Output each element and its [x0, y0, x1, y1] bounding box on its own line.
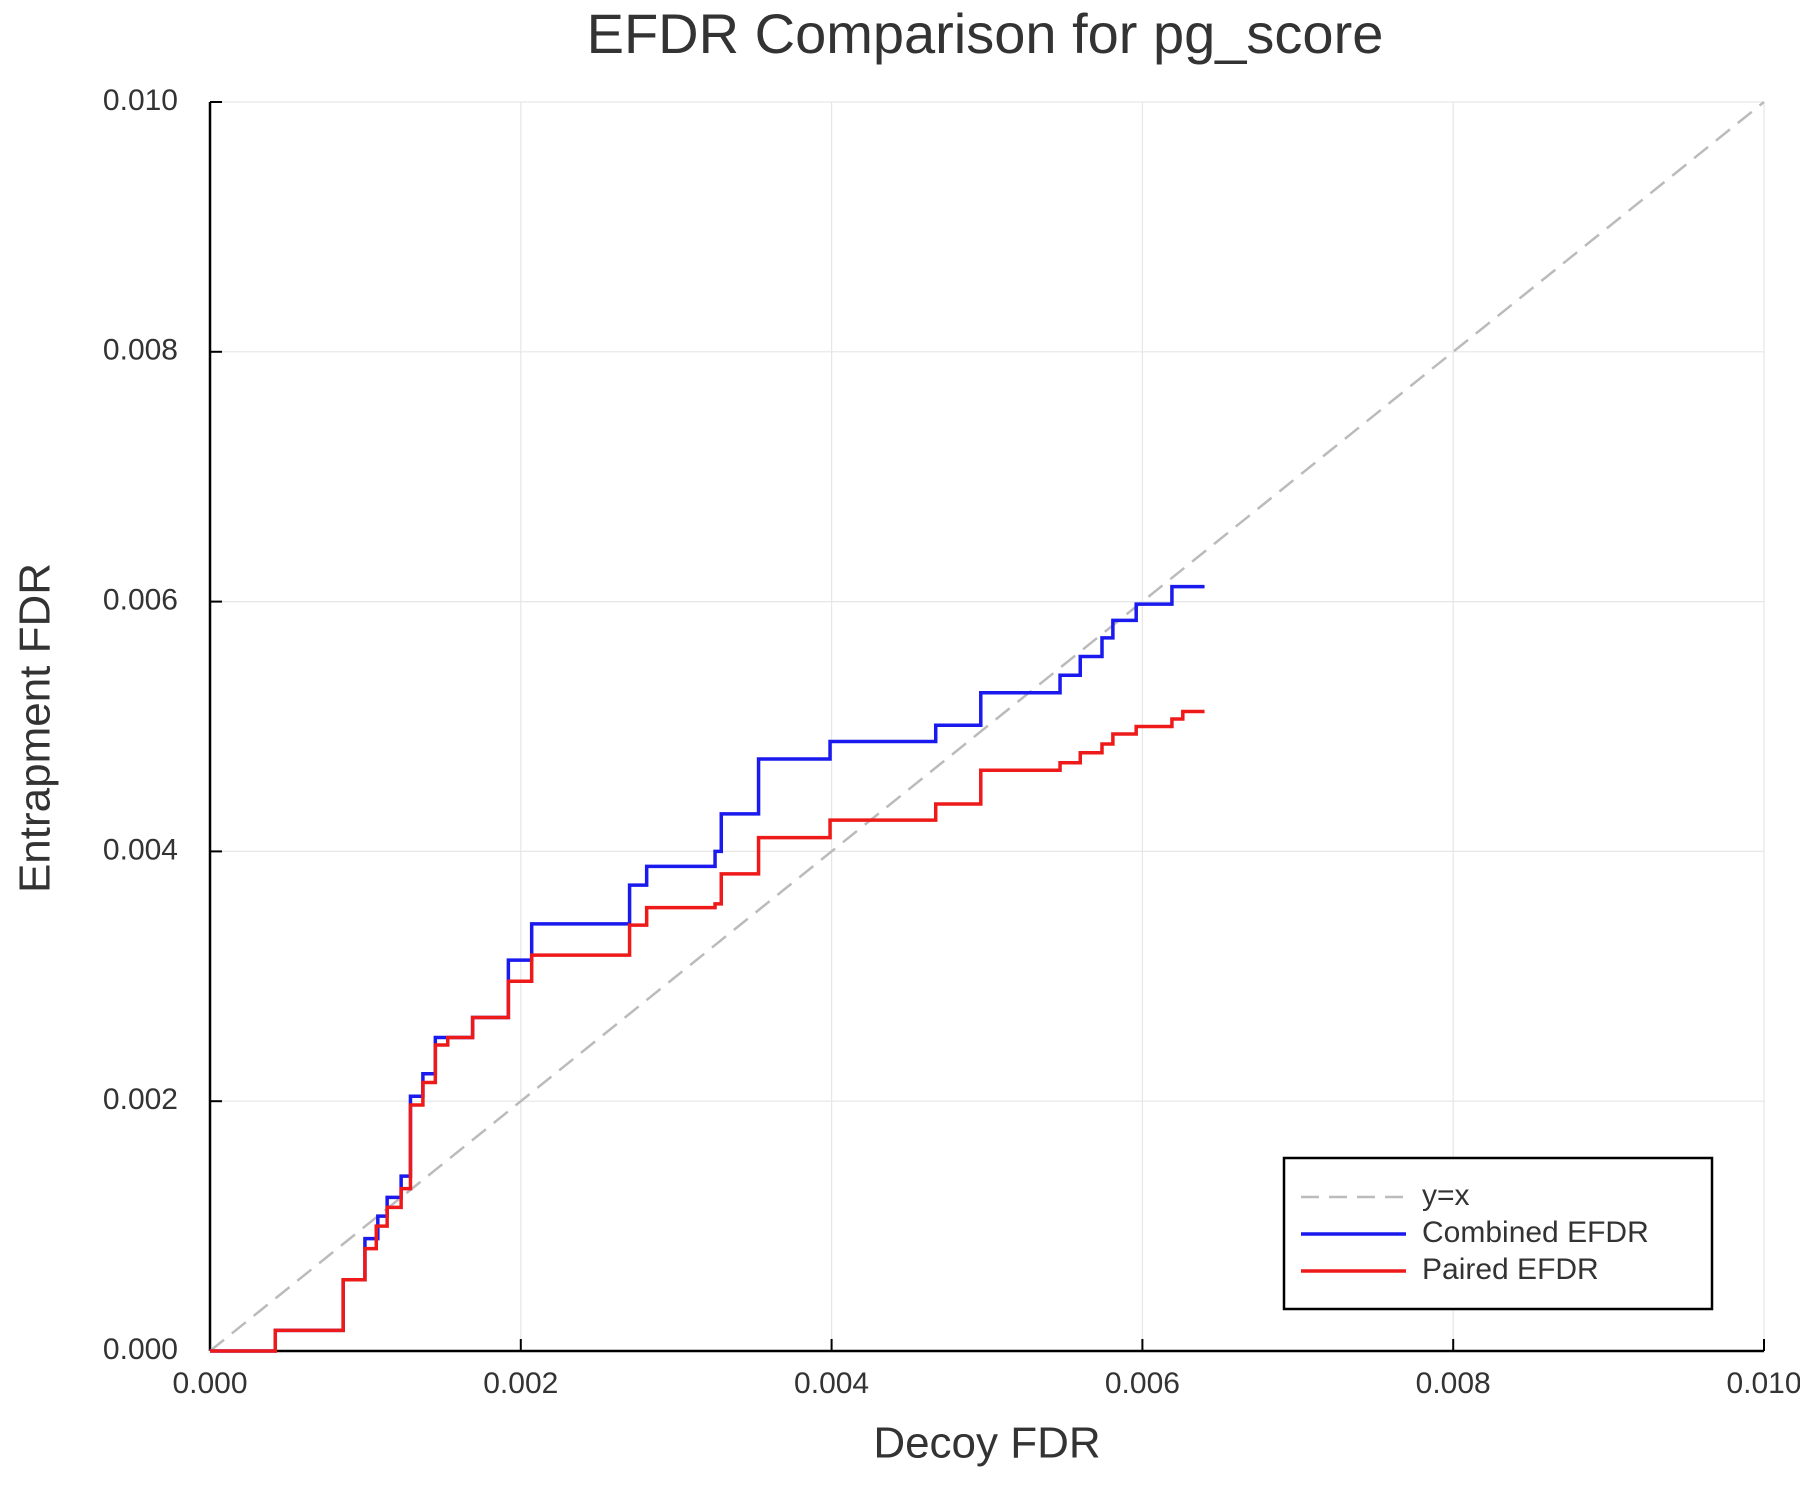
y-tick-label: 0.004 — [103, 833, 178, 866]
x-tick-label: 0.002 — [483, 1367, 558, 1400]
x-tick-label: 0.010 — [1726, 1367, 1800, 1400]
series-line — [210, 584, 1205, 1353]
series-line — [210, 709, 1205, 1353]
legend-label: y=x — [1422, 1179, 1470, 1212]
y-tick-label: 0.002 — [103, 1083, 178, 1116]
series-line — [209, 101, 1765, 1352]
x-tick-label: 0.008 — [1416, 1367, 1491, 1400]
x-tick-label: 0.006 — [1105, 1367, 1180, 1400]
y-tick-label: 0.000 — [103, 1333, 178, 1366]
x-tick-label: 0.004 — [794, 1367, 869, 1400]
y-tick-label: 0.006 — [103, 584, 178, 617]
legend-label: Paired EFDR — [1422, 1253, 1599, 1286]
x-axis-label: Decoy FDR — [873, 1419, 1100, 1468]
y-tick-label: 0.008 — [103, 334, 178, 367]
chart-title: EFDR Comparison for pg_score — [587, 2, 1384, 65]
y-tick-label: 0.010 — [103, 84, 178, 117]
legend-label: Combined EFDR — [1422, 1216, 1649, 1249]
y-axis-label: Entrapment FDR — [11, 563, 60, 893]
legend: y=x Combined EFDR Paired EFDR — [1282, 1156, 1714, 1311]
x-tick-label: 0.000 — [172, 1367, 247, 1400]
